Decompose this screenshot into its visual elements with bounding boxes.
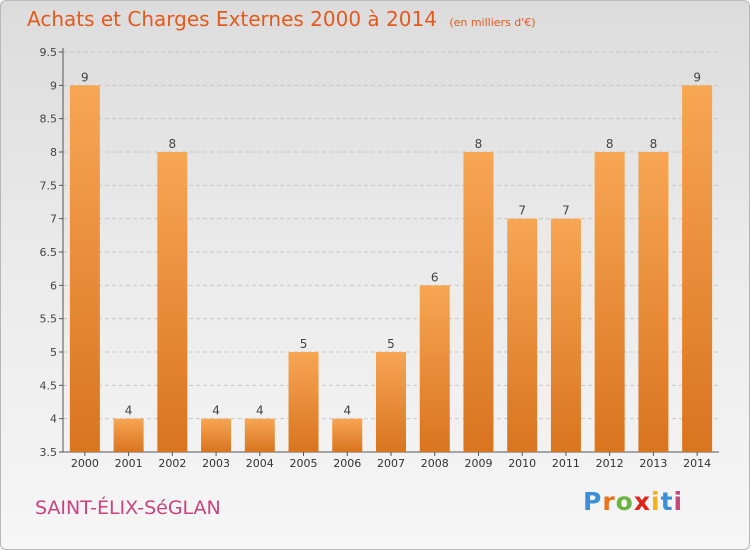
x-tick-label: 2005 (290, 457, 318, 470)
data-label: 8 (475, 137, 483, 151)
bar (463, 152, 494, 452)
logo-letter: t (660, 487, 674, 516)
chart-title: Achats et Charges Externes 2000 à 2014 (… (27, 7, 536, 31)
y-tick-label: 6 (50, 279, 57, 292)
data-label: 6 (431, 270, 439, 284)
data-label: 4 (212, 404, 220, 418)
x-tick-label: 2003 (202, 457, 230, 470)
x-tick-label: 2007 (377, 457, 405, 470)
bar (419, 285, 450, 452)
x-tick-label: 2013 (639, 457, 667, 470)
y-tick-label: 5.5 (40, 313, 58, 326)
chart-title-text: Achats et Charges Externes 2000 à 2014 (27, 7, 437, 31)
x-tick-label: 2001 (115, 457, 143, 470)
data-label: 8 (169, 137, 177, 151)
chart-subtitle: (en milliers d'€) (449, 16, 536, 29)
commune-name: SAINT-ÉLIX-SéGLAN (35, 497, 221, 519)
y-tick-label: 6.5 (40, 246, 58, 259)
logo-letter: i (651, 487, 661, 516)
data-label: 5 (300, 337, 308, 351)
y-tick-label: 8.5 (40, 113, 58, 126)
data-label: 5 (387, 337, 395, 351)
bar (69, 85, 100, 452)
data-label: 8 (650, 137, 658, 151)
bar (682, 85, 713, 452)
bar (244, 418, 275, 452)
x-tick-label: 2002 (158, 457, 186, 470)
data-label: 4 (256, 404, 264, 418)
bar (288, 352, 319, 452)
x-tick-label: 2012 (596, 457, 624, 470)
data-label: 9 (693, 70, 701, 84)
data-label: 8 (606, 137, 614, 151)
y-tick-label: 9.5 (40, 46, 58, 59)
bar (550, 218, 581, 452)
proxiti-logo: Proxiti (583, 487, 683, 516)
x-tick-label: 2014 (683, 457, 711, 470)
data-label: 4 (125, 404, 133, 418)
bar (594, 152, 625, 452)
x-tick-label: 2010 (508, 457, 536, 470)
y-tick-label: 8 (50, 146, 57, 159)
y-tick-label: 9 (50, 79, 57, 92)
y-tick-label: 7.5 (40, 179, 58, 192)
y-tick-label: 4 (50, 413, 57, 426)
logo-letter: P (583, 487, 603, 516)
x-tick-label: 2009 (464, 457, 492, 470)
x-tick-label: 2006 (333, 457, 361, 470)
bar (113, 418, 144, 452)
logo-letter: x (633, 487, 651, 516)
x-tick-label: 2004 (246, 457, 274, 470)
bar (157, 152, 188, 452)
bar (638, 152, 669, 452)
bar (201, 418, 232, 452)
y-tick-label: 3.5 (40, 446, 58, 459)
data-label: 4 (343, 404, 351, 418)
bar (376, 352, 406, 452)
logo-letter: r (602, 487, 616, 516)
data-label: 9 (81, 70, 89, 84)
logo-letter: o (615, 487, 634, 516)
y-tick-label: 5 (50, 346, 57, 359)
x-tick-label: 2000 (71, 457, 99, 470)
x-tick-label: 2008 (421, 457, 449, 470)
data-label: 7 (518, 204, 526, 218)
y-tick-label: 7 (50, 213, 57, 226)
bar (332, 418, 363, 452)
x-tick-label: 2011 (552, 457, 580, 470)
logo-letter: i (673, 487, 684, 516)
y-tick-label: 4.5 (40, 379, 58, 392)
data-label: 7 (562, 204, 570, 218)
bar (507, 218, 538, 452)
